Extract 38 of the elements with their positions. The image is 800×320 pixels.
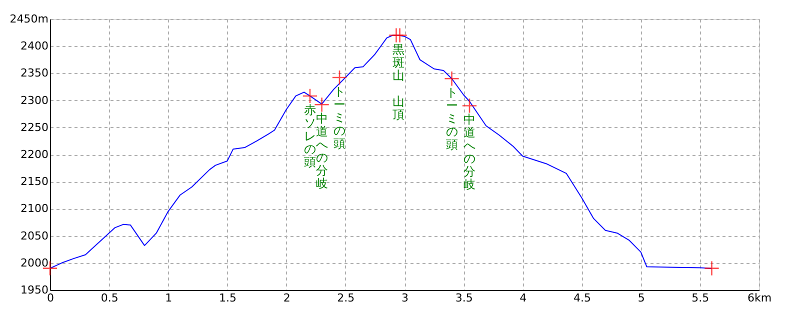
x-tick-label: 1: [165, 292, 172, 304]
point: [314, 96, 330, 112]
annotation: 黒斑山: [392, 42, 405, 82]
x-tick-label: 5.5: [692, 292, 710, 304]
annotation: 山頂: [392, 94, 405, 122]
x-tick-label: 0.5: [100, 292, 118, 304]
x-tick-label: 3.5: [455, 292, 473, 304]
x-tick-label: 3: [402, 292, 408, 304]
y-tick-label: 2200: [20, 148, 48, 161]
y-tick-label: 1950: [20, 284, 48, 296]
y-tick-label: 2050: [20, 229, 48, 242]
y-tick-label: 2250: [20, 120, 48, 134]
point: [332, 70, 348, 86]
y-tick-label: 2350: [20, 66, 48, 80]
y-tick-label: 2100: [20, 202, 48, 216]
point: [462, 98, 478, 114]
annotation: 中道への分岐: [316, 112, 328, 191]
annotation: 中道への分岐: [463, 112, 476, 192]
x-tick-label: 2: [283, 292, 290, 304]
x-tick-label: 4.5: [574, 292, 591, 304]
x-tick-label: 2.5: [337, 292, 355, 304]
x-tick-label: 1.5: [219, 292, 236, 304]
x-tick-label: 4: [520, 292, 527, 304]
point: [444, 70, 460, 86]
annotation: トーミの頭: [334, 84, 346, 151]
y-tick-label: 2150: [20, 175, 48, 188]
y-tick-label: 2450m: [10, 12, 48, 26]
annotation: トーミの頭: [446, 86, 458, 152]
x-tick-label: 0: [47, 292, 54, 304]
x-tick-label: 6km: [747, 292, 772, 304]
y-tick-label: 2300: [20, 94, 48, 107]
annotation: 赤ソレの頭: [304, 102, 316, 169]
y-tick-label: 2400: [20, 40, 48, 53]
point: [302, 88, 318, 104]
y-tick-label: 2000: [20, 256, 48, 270]
x-tick-label: 5: [638, 292, 645, 304]
point: [704, 260, 720, 276]
point: [392, 28, 408, 43]
